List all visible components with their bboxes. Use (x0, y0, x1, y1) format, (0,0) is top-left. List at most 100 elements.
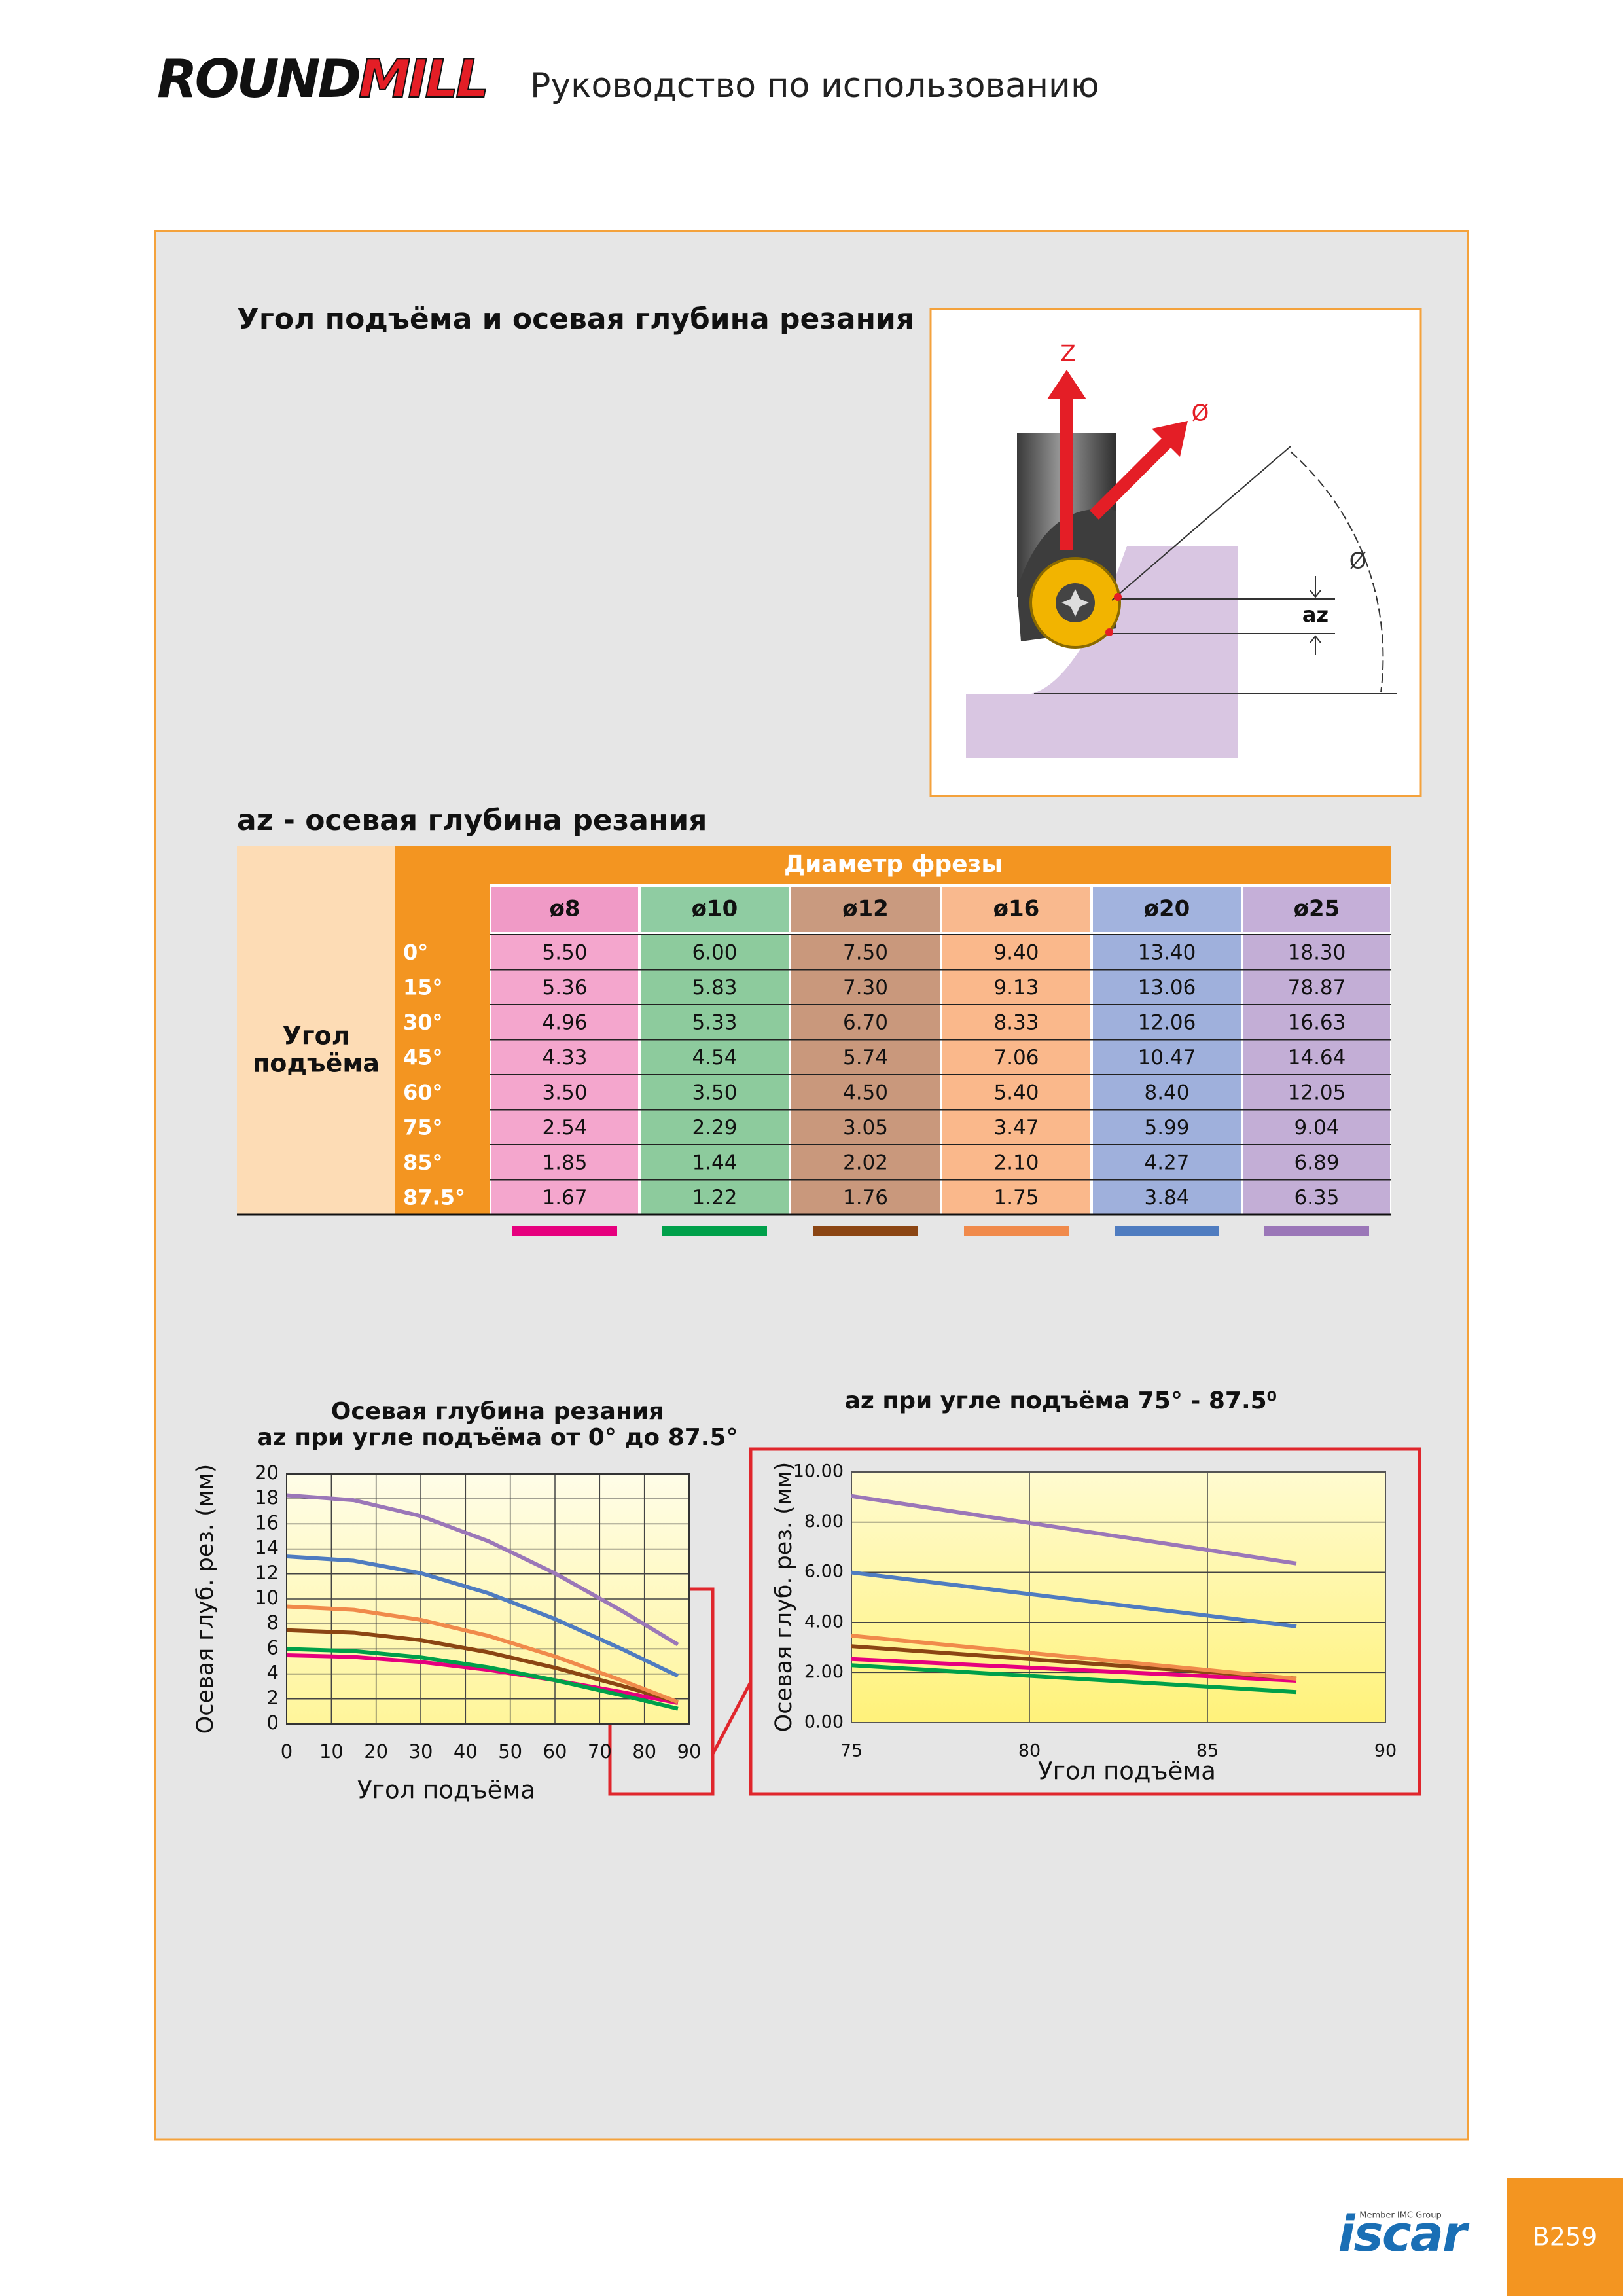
contact-point (1105, 628, 1113, 636)
table-cell: 1.76 (843, 1186, 888, 1210)
table-cell: 78.87 (1288, 976, 1346, 999)
table-cell: 5.99 (1144, 1116, 1189, 1139)
logo-tagline: Member IMC Group (1359, 2211, 1441, 2221)
x-tick-label: 90 (677, 1740, 702, 1763)
chart-subtitle: az при угле подъёма от 0° до 87.5° (257, 1424, 738, 1451)
x-tick-label: 50 (498, 1740, 522, 1763)
series-line (851, 1494, 1297, 1566)
x-tick-label: 20 (364, 1740, 388, 1763)
series-line (286, 1604, 679, 1704)
y-tick-label: 12 (255, 1562, 279, 1584)
table-cell: 3.50 (692, 1081, 737, 1104)
column-header-cell (942, 887, 1090, 932)
table-cell: 1.67 (542, 1186, 587, 1210)
y-tick-label: 8 (267, 1611, 279, 1634)
y-tick-label: 6 (267, 1636, 279, 1659)
angle-label: 75° (403, 1115, 443, 1139)
x-tick-label: 0 (281, 1740, 293, 1763)
brand-left: ROUND (157, 48, 359, 109)
contact-point (1114, 593, 1122, 601)
x-tick-label: 90 (1374, 1741, 1397, 1761)
x-tick-label: 85 (1196, 1741, 1219, 1761)
table-cell: 4.54 (692, 1046, 737, 1069)
phi-dimension: Ø (1349, 548, 1367, 575)
column-header: ø25 (1294, 896, 1340, 922)
column-header-cell (1093, 887, 1241, 932)
y-tick-label: 2 (267, 1687, 279, 1709)
x-tick-label: 40 (454, 1740, 478, 1763)
row-header-cell (237, 846, 395, 1215)
y-tick-label: 18 (255, 1486, 279, 1509)
table-cell: 1.85 (542, 1151, 587, 1174)
table-cell: 5.83 (692, 976, 737, 999)
diagram: Z Ø Ø az (929, 308, 1422, 797)
table-cell: 3.47 (993, 1116, 1039, 1139)
table-cell: 5.36 (542, 976, 587, 999)
angle-label: 15° (403, 975, 443, 999)
angle-label: 85° (403, 1150, 443, 1175)
table-cell: 3.84 (1144, 1186, 1189, 1210)
y-axis-label: Осевая глуб. рез. (мм) (192, 1464, 219, 1734)
series-line (851, 1663, 1297, 1695)
angle-label: 60° (403, 1080, 443, 1105)
zoom-connector (711, 1681, 753, 1755)
column-header: ø12 (842, 896, 889, 922)
brand-right: MILL (359, 48, 486, 109)
table-cell: 6.70 (843, 1011, 888, 1034)
table-cell: 7.50 (843, 941, 888, 964)
table-cell: 7.06 (993, 1046, 1039, 1069)
y-tick-label: 4 (267, 1662, 279, 1684)
angle-column (395, 884, 490, 1215)
table-cell: 3.05 (843, 1116, 888, 1139)
series-line (286, 1647, 679, 1711)
table-body (490, 884, 1391, 1215)
series-line (851, 1657, 1297, 1683)
table-cell: 1.44 (692, 1151, 737, 1174)
y-tick-label: 0 (267, 1712, 279, 1734)
plot-border (286, 1473, 690, 1725)
x-tick-label: 10 (319, 1740, 344, 1763)
x-axis-label: Угол подъёма (1038, 1757, 1216, 1785)
table-cell: 5.74 (843, 1046, 888, 1069)
series-line (851, 1570, 1297, 1628)
color-swatch (964, 1226, 1069, 1236)
y-tick-label: 20 (255, 1462, 279, 1484)
y-tick-label: 4.00 (804, 1611, 844, 1632)
table-cell: 6.89 (1294, 1151, 1339, 1174)
color-swatch (813, 1226, 918, 1236)
table-title: az - осевая глубина резания (237, 804, 707, 837)
page-tab (1507, 2178, 1623, 2296)
table-cell: 13.06 (1138, 976, 1196, 999)
angle-line (1111, 446, 1291, 601)
table-cell: 5.33 (692, 1011, 737, 1034)
table-cell: 4.27 (1144, 1151, 1189, 1174)
table: Диаметр фрезы Угол подъёма ø8 ø10 ø12 ø16 ø2… (237, 846, 1391, 1216)
column-header: ø16 (993, 896, 1040, 922)
header-title: Руководство по использованию (530, 66, 1099, 105)
table-cell: 1.22 (692, 1186, 737, 1210)
x-tick-label: 75 (840, 1741, 863, 1761)
y-tick-label: 8.00 (804, 1511, 844, 1532)
footer-logo: iscar (1338, 2204, 1470, 2263)
angle-label: 87.5° (403, 1185, 465, 1210)
column-group-cell (395, 846, 1391, 884)
x-tick-label: 80 (632, 1740, 656, 1763)
table-cell: 1.75 (993, 1186, 1039, 1210)
table-cell: 13.40 (1138, 941, 1196, 964)
x-tick-label: 80 (1018, 1741, 1041, 1761)
series-line (286, 1493, 679, 1647)
table-cell: 5.50 (542, 941, 587, 964)
phi-label: Ø (1192, 401, 1209, 427)
y-tick-label: 16 (255, 1511, 279, 1534)
table-cell: 5.40 (993, 1081, 1039, 1104)
column-header-cell (491, 887, 638, 932)
az-label: az (1302, 602, 1329, 627)
table-cell: 12.05 (1288, 1081, 1346, 1104)
phi-arrow (1090, 421, 1188, 520)
table-cell: 4.33 (542, 1046, 587, 1069)
column-header: ø10 (692, 896, 738, 922)
column-header: ø8 (549, 896, 580, 922)
x-tick-label: 70 (588, 1740, 612, 1763)
angle-label: 30° (403, 1010, 443, 1035)
